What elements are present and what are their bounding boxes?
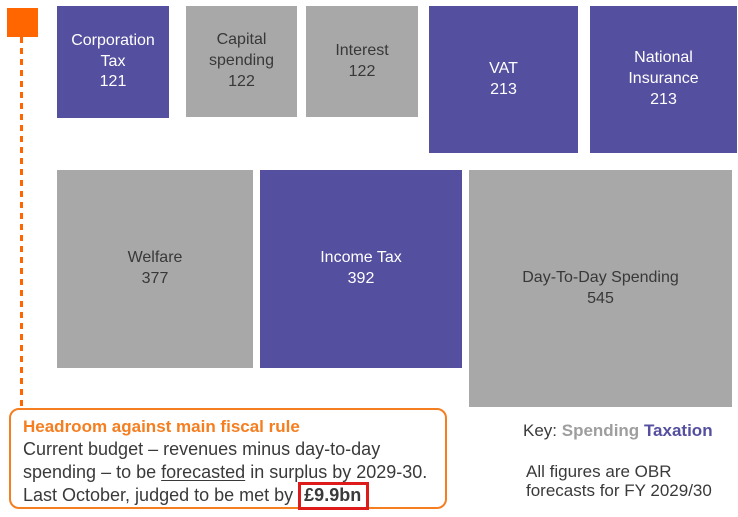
box-value: 377	[141, 270, 169, 287]
box-welfare: Welfare 377	[57, 170, 253, 368]
legend-spending: Spending	[561, 421, 640, 440]
box-label: Day-To-Day Spending	[522, 268, 679, 286]
box-day-to-day-spending: Day-To-Day Spending 545	[469, 170, 732, 407]
box-value: 213	[490, 80, 517, 98]
headroom-callout: Headroom against main fiscal rule Curren…	[9, 408, 447, 510]
box-value: 122	[228, 72, 255, 90]
box-capital-spending: Capital spending 122	[186, 6, 297, 117]
box-label: Capital spending	[209, 31, 274, 70]
box-label: Welfare	[127, 249, 183, 267]
legend-prefix: Key:	[523, 421, 562, 440]
annotation-marker-square	[7, 8, 38, 37]
box-corporation-tax: Corporation Tax 121	[57, 6, 169, 118]
box-income-tax: Income Tax 392	[260, 170, 462, 368]
callout-body-middle: in surplus by 2029-30. Last October, jud…	[23, 462, 428, 505]
callout-underlined-word: forecasted	[161, 462, 246, 482]
legend: Key: Spending Taxation	[523, 421, 713, 441]
callout-body: Current budget – revenues minus day-to-d…	[23, 438, 433, 510]
box-value: 213	[650, 90, 677, 108]
box-value: 545	[587, 289, 614, 307]
box-label: National Insurance	[628, 49, 699, 88]
box-interest: Interest 122	[306, 6, 418, 117]
annotation-dashed-leader-line	[20, 37, 23, 408]
box-label: Interest	[335, 41, 389, 59]
box-label: VAT	[489, 59, 518, 77]
box-value: 122	[348, 62, 376, 80]
source-footnote: All figures are OBR forecasts for FY 202…	[526, 462, 712, 500]
callout-title: Headroom against main fiscal rule	[23, 417, 300, 436]
box-value: 392	[347, 270, 375, 287]
callout-body-start: Current budget – revenues minus day-to-d…	[23, 439, 381, 482]
box-national-insurance: National Insurance 213	[590, 6, 737, 153]
box-value: 121	[99, 73, 127, 91]
box-label: Income Tax	[320, 249, 402, 267]
box-label: Corporation Tax	[71, 31, 155, 70]
legend-taxation: Taxation	[643, 421, 713, 440]
box-vat: VAT 213	[429, 6, 578, 153]
headroom-value-highlight: £9.9bn	[298, 482, 370, 510]
